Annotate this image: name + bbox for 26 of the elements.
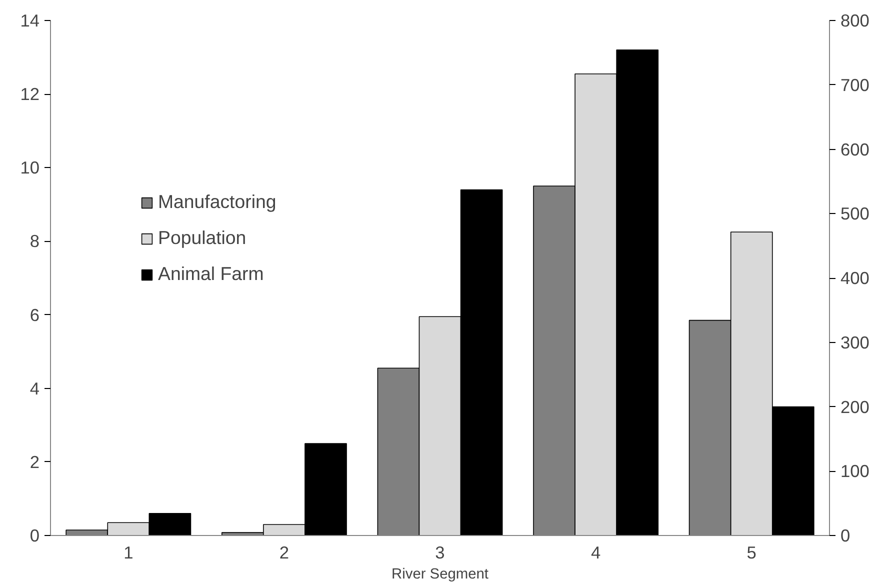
y2-tick-label: 800 [840, 10, 870, 30]
legend-label: Population [158, 227, 246, 249]
legend-label: Animal Farm [158, 263, 264, 285]
y-tick-label: 10 [20, 158, 40, 178]
y-tick-label: 8 [30, 231, 40, 252]
y2-tick-label: 200 [840, 396, 870, 417]
y2-tick-label: 300 [840, 332, 870, 352]
x-tick-label: 2 [279, 542, 290, 562]
x-axis-title: River Segment [392, 566, 488, 582]
x-tick-label: 4 [590, 542, 601, 562]
y2-tick-label: 400 [840, 268, 870, 288]
y-tick-label: 12 [20, 84, 40, 104]
y2-tick-label: 600 [840, 139, 870, 160]
x-tick-label: 5 [746, 542, 756, 562]
y2-tick-label: 500 [840, 204, 870, 224]
y-tick-label: 6 [30, 304, 40, 325]
y-tick-label: 2 [30, 452, 40, 472]
y2-tick-label: 0 [840, 526, 850, 546]
y-tick-label: 0 [30, 526, 40, 546]
y2-tick-label: 100 [840, 461, 870, 482]
y-tick-label: 14 [20, 10, 40, 30]
y2-tick-label: 700 [840, 74, 870, 95]
legend-label: Manufactoring [158, 191, 276, 213]
y-tick-label: 4 [30, 378, 40, 398]
x-tick-label: 3 [435, 542, 445, 562]
x-tick-label: 1 [124, 542, 134, 562]
